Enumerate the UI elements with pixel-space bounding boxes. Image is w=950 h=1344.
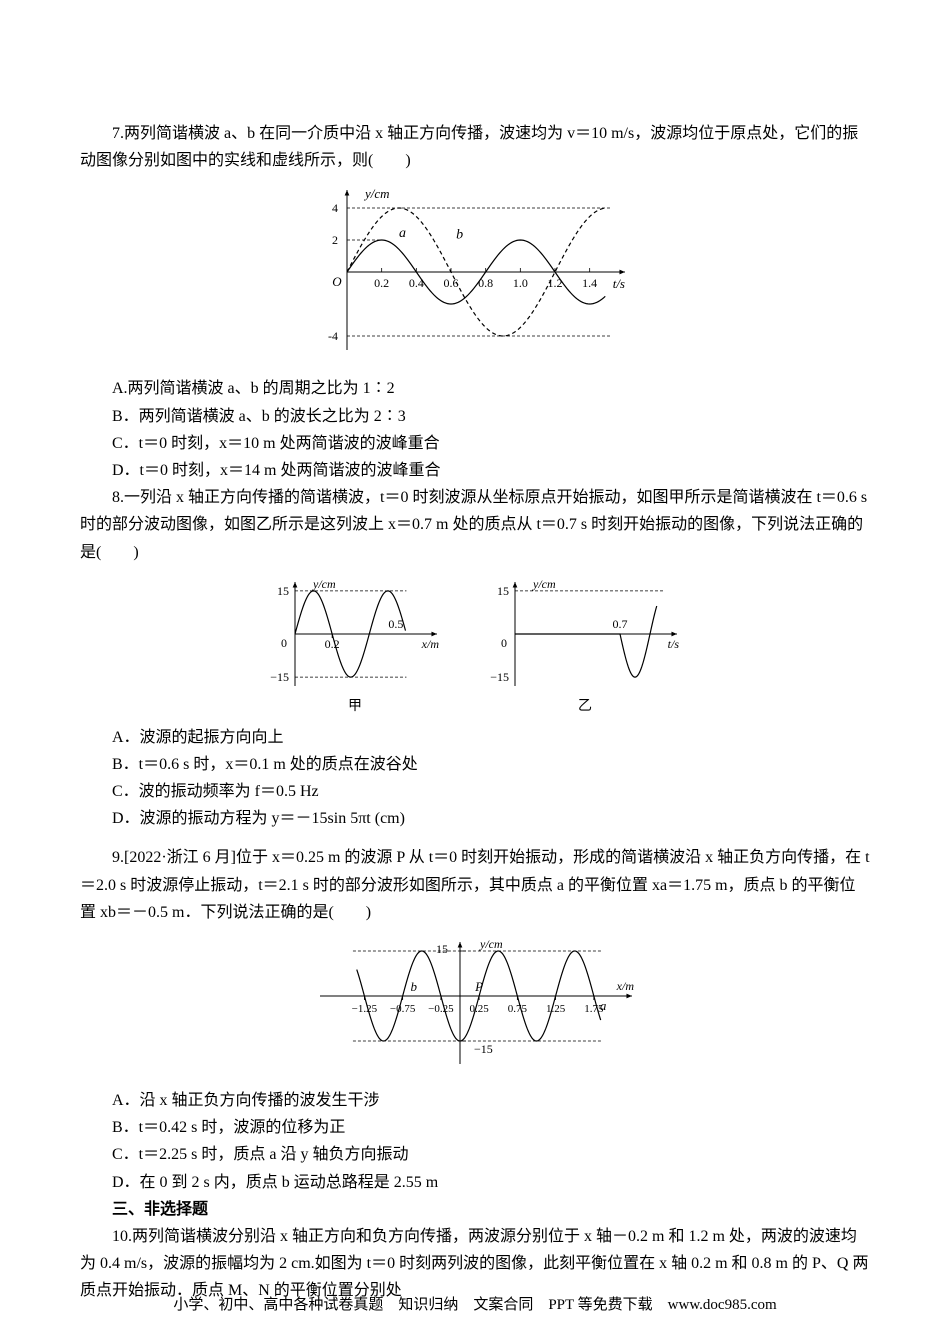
q9-optC: C．t＝2.25 s 时，质点 a 沿 y 轴负方向振动 (80, 1141, 870, 1168)
svg-text:−0.25: −0.25 (428, 1003, 454, 1015)
svg-text:0.75: 0.75 (508, 1003, 528, 1015)
svg-text:0.25: 0.25 (469, 1003, 489, 1015)
svg-text:a: a (399, 226, 406, 241)
q8-optD: D．波源的振动方程为 y＝－15sin 5πt (cm) (80, 805, 870, 832)
svg-text:−1.25: −1.25 (352, 1003, 378, 1015)
q9-stem: 9.[2022·浙江 6 月]位于 x＝0.25 m 的波源 P 从 t＝0 时… (80, 844, 870, 926)
page-footer: 小学、初中、高中各种试卷真题 知识归纳 文案合同 PPT 等免费下载 www.d… (80, 1293, 870, 1314)
q9-optB: B．t＝0.42 s 时，波源的位移为正 (80, 1114, 870, 1141)
svg-text:0: 0 (281, 636, 287, 650)
q7-stem: 7.两列简谐横波 a、b 在同一介质中沿 x 轴正方向传播，波速均为 v＝10 … (80, 120, 870, 174)
q8-optC: C．波的振动频率为 f＝0.5 Hz (80, 778, 870, 805)
svg-text:2: 2 (332, 233, 338, 247)
q7-optA: A.两列简谐横波 a、b 的周期之比为 1∶2 (80, 375, 870, 402)
q8-chart-jia: y/cm x/m 0 15 −15 0.2 0.5 甲 (265, 574, 445, 716)
svg-text:b: b (456, 228, 463, 243)
svg-text:15: 15 (436, 942, 448, 956)
q9-optD: D．在 0 到 2 s 内，质点 b 运动总路程是 2.55 m (80, 1169, 870, 1196)
q7-optD: D．t＝0 时刻，x＝14 m 处两简谐波的波峰重合 (80, 457, 870, 484)
svg-text:1.0: 1.0 (513, 276, 528, 290)
svg-text:1.25: 1.25 (546, 1003, 566, 1015)
q7-figure: y/cmt/sO0.20.40.60.81.01.21.4-424ab (80, 182, 870, 367)
svg-text:甲: 甲 (348, 699, 362, 714)
q7-optB: B．两列简谐横波 a、b 的波长之比为 2∶3 (80, 403, 870, 430)
svg-text:O: O (332, 274, 342, 289)
svg-text:15: 15 (497, 584, 509, 598)
svg-text:0.2: 0.2 (374, 276, 389, 290)
svg-text:b: b (411, 979, 418, 994)
svg-text:−15: −15 (474, 1042, 493, 1056)
svg-text:15: 15 (277, 584, 289, 598)
svg-text:-4: -4 (328, 329, 338, 343)
svg-text:−15: −15 (490, 670, 509, 684)
q8-chart-yi: y/cm t/s 0 15 −15 0.7 乙 (485, 574, 685, 716)
q9-optA: A．沿 x 轴正负方向传播的波发生干涉 (80, 1087, 870, 1114)
q9-chart: y/cmx/m15−15−1.25−0.75−0.250.250.751.251… (310, 934, 640, 1074)
svg-text:1.4: 1.4 (582, 276, 597, 290)
svg-text:P: P (474, 979, 483, 994)
svg-text:0: 0 (501, 636, 507, 650)
q8-optA: A．波源的起振方向向上 (80, 724, 870, 751)
svg-text:y/cm: y/cm (363, 186, 390, 201)
svg-text:0.5: 0.5 (388, 617, 403, 631)
svg-text:乙: 乙 (578, 698, 592, 714)
q8-figure: y/cm x/m 0 15 −15 0.2 0.5 甲 y/cm t/s 0 15 −15 0.7 乙 (80, 574, 870, 716)
svg-text:−15: −15 (270, 670, 289, 684)
svg-text:4: 4 (332, 201, 338, 215)
section-3-title: 三、非选择题 (80, 1196, 870, 1223)
q7-optC: C．t＝0 时刻，x＝10 m 处两简谐波的波峰重合 (80, 430, 870, 457)
svg-text:0.2: 0.2 (325, 637, 340, 651)
svg-text:0.4: 0.4 (409, 276, 424, 290)
svg-text:y/cm: y/cm (312, 577, 336, 591)
svg-text:y/cm: y/cm (479, 937, 503, 951)
q8-optB: B．t＝0.6 s 时，x＝0.1 m 处的质点在波谷处 (80, 751, 870, 778)
svg-text:x/m: x/m (616, 979, 635, 993)
svg-text:y/cm: y/cm (532, 577, 556, 591)
svg-text:−0.75: −0.75 (390, 1003, 416, 1015)
svg-text:t/s: t/s (668, 637, 680, 651)
q8-stem: 8.一列沿 x 轴正方向传播的简谐横波，t＝0 时刻波源从坐标原点开始振动，如图… (80, 484, 870, 566)
svg-text:t/s: t/s (613, 276, 625, 291)
q7-chart: y/cmt/sO0.20.40.60.81.01.21.4-424ab (315, 182, 635, 362)
svg-text:0.8: 0.8 (478, 276, 493, 290)
svg-text:x/m: x/m (421, 637, 440, 651)
svg-text:0.7: 0.7 (613, 617, 628, 631)
svg-text:a: a (600, 998, 607, 1013)
q9-figure: y/cmx/m15−15−1.25−0.75−0.250.250.751.251… (80, 934, 870, 1079)
